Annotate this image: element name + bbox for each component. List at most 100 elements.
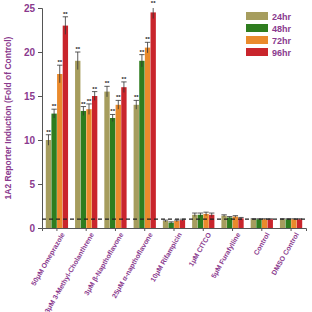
bar — [291, 219, 296, 228]
error-cap — [169, 221, 174, 222]
error-line — [59, 65, 60, 83]
x-tick: 3μM 3-Methyl-Cholanthrene — [43, 228, 96, 312]
y-tick-label: 20 — [24, 47, 36, 58]
error-bar — [209, 213, 214, 217]
error-bar — [116, 100, 121, 109]
y-tick-line — [38, 140, 42, 141]
y-tick-label: 15 — [24, 91, 36, 102]
error-line — [83, 107, 84, 116]
error-cap — [198, 213, 203, 214]
significance-label: ** — [151, 0, 156, 6]
bar — [92, 96, 97, 228]
y-axis-title: 1A2 Reporter Induction (Fold of Control) — [3, 36, 13, 199]
x-tick: 5μM Furafylline — [210, 228, 243, 280]
significance-label: ** — [87, 98, 92, 104]
error-line — [200, 213, 201, 217]
significance-label: ** — [140, 49, 145, 55]
significance-label: ** — [63, 11, 68, 17]
x-axis: 50μM Omeprazole3μM 3-Methyl-Cholanthrene… — [30, 228, 307, 312]
error-line — [206, 212, 207, 216]
series-2 — [57, 42, 297, 228]
y-axis-line — [38, 9, 43, 229]
reference-line — [42, 219, 306, 220]
bar — [251, 219, 256, 228]
error-line — [123, 82, 124, 93]
error-bar — [57, 65, 62, 83]
bar — [46, 140, 51, 228]
error-line — [94, 92, 95, 101]
bar — [203, 214, 208, 228]
x-tick-line — [115, 228, 116, 231]
x-tick-line — [144, 228, 145, 231]
bar — [174, 221, 179, 228]
error-bar — [145, 42, 150, 53]
legend-entry: 48hr — [246, 24, 292, 34]
bar — [63, 26, 68, 228]
bar — [110, 118, 115, 228]
bar — [169, 223, 174, 228]
error-bar — [203, 212, 208, 216]
error-bar — [151, 8, 156, 19]
significance-label: ** — [145, 36, 150, 42]
x-tick-label: 1μM CITCO — [187, 231, 213, 268]
bar — [51, 114, 56, 228]
y-tick: 15 — [24, 91, 42, 102]
error-cap — [209, 213, 214, 214]
significance-label: ** — [75, 46, 80, 52]
significance-label: ** — [116, 94, 121, 100]
x-tick-line — [291, 228, 292, 231]
bar — [145, 48, 150, 228]
error-line — [48, 135, 49, 146]
y-tick: 5 — [29, 179, 42, 190]
legend-label: 48hr — [272, 24, 292, 34]
y-tick: 25 — [24, 3, 42, 14]
error-bar — [75, 52, 80, 70]
y-tick-line — [38, 8, 42, 9]
error-bar — [51, 109, 56, 118]
error-line — [194, 213, 195, 217]
legend-label: 96hr — [272, 48, 292, 58]
legend-swatch — [246, 48, 268, 56]
error-bar — [198, 213, 203, 217]
plot: 0 5 10 15 20 25 50μM Omeprazole3μM 3-Methyl-Ch… — [24, 0, 307, 312]
error-cap — [203, 212, 208, 213]
bar — [134, 105, 139, 228]
bar — [262, 219, 267, 228]
y-tick-line — [38, 52, 42, 53]
x-tick-label: 5μM Furafylline — [210, 231, 243, 280]
bar — [192, 215, 197, 228]
significance-label: ** — [110, 108, 115, 114]
y-tick-line — [38, 228, 42, 229]
error-line — [77, 52, 78, 70]
error-line — [141, 55, 142, 67]
legend-entry: 72hr — [246, 36, 292, 46]
bar — [297, 219, 302, 228]
bar — [221, 216, 226, 228]
y-tick: 0 — [29, 223, 42, 234]
legend-label: 72hr — [272, 36, 292, 46]
legend-entry: 96hr — [246, 48, 292, 58]
error-bar — [110, 114, 115, 121]
error-line — [89, 104, 90, 115]
y-axis: 0 5 10 15 20 25 — [24, 3, 43, 234]
error-bar — [221, 215, 226, 217]
significance-label: ** — [46, 129, 51, 135]
bar — [139, 61, 144, 228]
bar — [104, 92, 109, 228]
legend-swatch — [246, 24, 268, 32]
x-tick-line — [232, 228, 233, 231]
y-tick-label: 0 — [29, 223, 35, 234]
marks — [42, 8, 306, 228]
error-bar — [169, 222, 174, 224]
x-tick-line — [261, 228, 262, 231]
error-line — [107, 86, 108, 97]
error-bar — [227, 217, 232, 219]
error-line — [65, 17, 66, 35]
bar — [180, 220, 185, 228]
chart: 0 5 10 15 20 25 50μM Omeprazole3μM 3-Methyl-Ch… — [0, 0, 312, 312]
significance-label: ** — [92, 86, 97, 92]
y-tick: 20 — [24, 47, 42, 58]
series-3 — [63, 8, 303, 228]
error-bar — [121, 82, 126, 93]
y-tick: 10 — [24, 135, 42, 146]
